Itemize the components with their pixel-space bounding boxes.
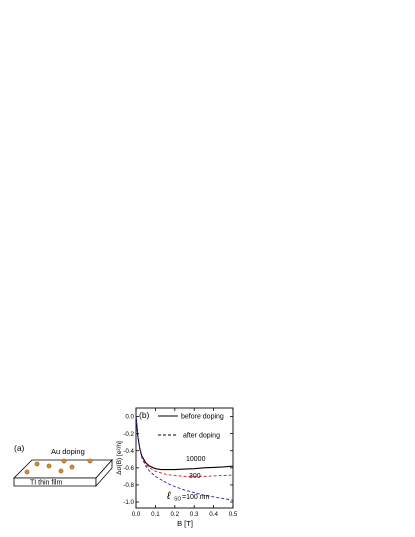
axis-layer: 0.0 0.1 0.2 0.3 0.4 0.5 0.0 -0.2 -0.4 -0.6 -0.8 -1.… xyxy=(123,408,238,518)
au-doping-label: Au doping xyxy=(51,447,85,456)
y-tick-label: -0.6 xyxy=(123,465,134,472)
legend: before doping after doping xyxy=(158,414,224,440)
film-side-face xyxy=(95,458,113,488)
chart: 0.0 0.1 0.2 0.3 0.4 0.5 0.0 -0.2 -0.4 -0.6 -0.8 -1.… xyxy=(116,407,238,528)
y-axis-title: Δσ(B) [e²/h] xyxy=(116,441,123,475)
x-tick-label: 0.0 xyxy=(132,511,141,518)
ti-thin-film-label: TI thin film xyxy=(30,480,62,487)
au-particle xyxy=(46,463,52,469)
au-particle xyxy=(87,458,93,464)
au-particle xyxy=(34,461,40,467)
x-tick-label: 0.4 xyxy=(209,511,218,518)
series-line-3 xyxy=(135,416,234,501)
panel-b-label: (b) xyxy=(139,410,150,420)
y-tick-label: -0.2 xyxy=(123,431,134,438)
x-tick-label: 0.5 xyxy=(229,511,238,518)
au-particle xyxy=(24,469,30,475)
lso-subscript: SO xyxy=(174,497,181,503)
lso-symbol: ℓ xyxy=(166,490,171,502)
lso-value: =100 nm xyxy=(182,494,210,501)
au-particle xyxy=(61,458,67,464)
x-axis-title: B [T] xyxy=(177,519,193,528)
series-layer xyxy=(135,416,234,501)
panel-a-label: (a) xyxy=(14,443,25,453)
series-line-1 xyxy=(135,416,234,471)
panel-a: (a) Au doping TI thin film xyxy=(13,443,113,488)
au-particles xyxy=(24,458,93,475)
y-tick-label: -0.4 xyxy=(123,448,134,455)
y-tick-label: -1.0 xyxy=(123,499,134,506)
y-tick-label: -0.8 xyxy=(123,482,134,489)
annotation-300: 300 xyxy=(189,473,201,480)
au-particle xyxy=(58,468,64,474)
annotation-lso: ℓ SO =100 nm xyxy=(166,490,210,503)
au-particle xyxy=(69,464,75,470)
y-tick-label: 0.0 xyxy=(125,414,134,421)
plot-frame xyxy=(135,407,234,509)
x-tick-label: 0.1 xyxy=(151,511,160,518)
annotation-10000: 10000 xyxy=(186,456,206,463)
legend-label-after-doping: after doping xyxy=(183,433,220,440)
legend-label-before-doping: before doping xyxy=(181,414,224,421)
x-tick-label: 0.2 xyxy=(170,511,179,518)
x-tick-label: 0.3 xyxy=(190,511,199,518)
series-line-2 xyxy=(135,416,234,477)
